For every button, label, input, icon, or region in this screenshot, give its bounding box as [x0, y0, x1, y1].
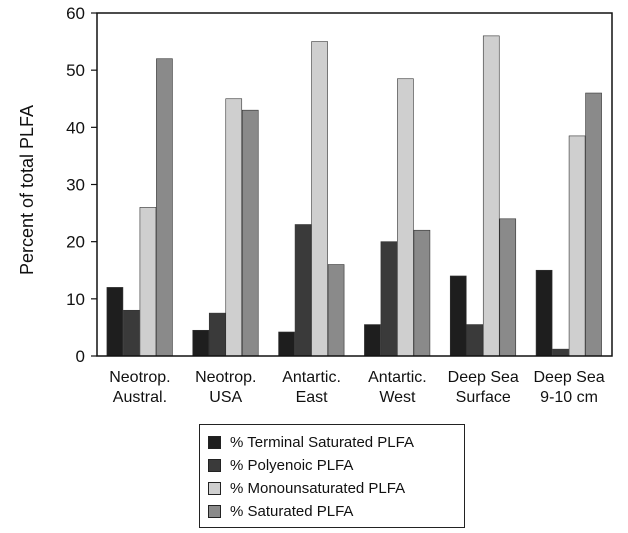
x-category-label-line-0-0: Neotrop.	[109, 369, 170, 386]
legend-item-0: % Terminal Saturated PLFA	[208, 431, 456, 454]
bars	[106, 35, 602, 357]
y-tick-label-4: 40	[66, 118, 85, 137]
x-category-label-line-2-1: East	[296, 389, 329, 406]
bar-4-1	[466, 324, 484, 357]
legend-swatch-0	[208, 436, 221, 449]
bar-0-3	[156, 58, 173, 357]
bar-0-2	[139, 207, 157, 357]
bar-3-3	[413, 229, 431, 357]
bar-1-2	[225, 98, 243, 357]
bar-2-3	[327, 264, 345, 357]
legend-label-2: % Monounsaturated PLFA	[230, 480, 406, 497]
y-tick-label-6: 60	[66, 4, 85, 23]
x-axis-labels: Neotrop. Austral. Neotrop. USA Antartic. East…	[109, 369, 605, 406]
x-category-label-line-5-1: 9-10 cm	[540, 389, 598, 406]
x-category-label-line-3-1: West	[379, 389, 416, 406]
bar-0-1	[123, 309, 140, 357]
legend-item-3: % Saturated PLFA	[208, 500, 456, 523]
bar-4-3	[499, 218, 517, 357]
bar-3-2	[397, 78, 414, 357]
x-category-label-1: Neotrop. USA	[195, 369, 256, 406]
legend-swatch-3	[208, 505, 221, 518]
legend-swatch-1	[208, 459, 221, 472]
bar-1-3	[241, 109, 259, 357]
bar-5-0	[535, 269, 553, 357]
bar-5-2	[568, 135, 586, 357]
legend-swatch-2	[208, 482, 221, 495]
bar-3-1	[380, 241, 398, 357]
bar-0-0	[106, 287, 124, 357]
x-category-label-2: Antartic. East	[282, 369, 341, 406]
bar-1-1	[208, 312, 226, 357]
x-category-label-line-1-1: USA	[209, 389, 242, 406]
legend: % Terminal Saturated PLFA % Polyenoic PLF…	[199, 424, 465, 528]
bar-2-2	[311, 41, 328, 357]
x-category-label-3: Antartic. West	[368, 369, 427, 406]
x-category-label-line-2-0: Antartic.	[282, 369, 341, 386]
legend-label-0: % Terminal Saturated PLFA	[230, 434, 414, 451]
bar-1-0	[192, 329, 210, 357]
y-tick-label-5: 50	[66, 61, 85, 80]
x-category-label-line-4-1: Surface	[456, 389, 511, 406]
x-category-label-4: Deep Sea Surface	[448, 369, 519, 406]
legend-item-1: % Polyenoic PLFA	[208, 454, 456, 477]
x-category-label-5: Deep Sea 9-10 cm	[533, 369, 604, 406]
legend-label-3: % Saturated PLFA	[230, 503, 354, 520]
y-axis-title: Percent of total PLFA	[17, 105, 37, 275]
y-tick-label-2: 20	[66, 233, 85, 252]
bar-5-3	[585, 92, 602, 357]
y-tick-label-3: 30	[66, 176, 85, 195]
plot-area	[96, 12, 613, 357]
x-category-label-line-3-0: Antartic.	[368, 369, 427, 386]
x-category-label-line-5-0: Deep Sea	[533, 369, 604, 386]
bar-2-1	[294, 224, 312, 357]
bar-3-0	[364, 324, 381, 357]
bar-4-0	[449, 275, 467, 357]
x-category-label-line-4-0: Deep Sea	[448, 369, 519, 386]
y-axis-ticks: 0 10 20 30 40 50 60	[66, 4, 97, 366]
x-category-label-0: Neotrop. Austral.	[109, 369, 170, 406]
bar-2-0	[278, 331, 295, 357]
y-tick-label-1: 10	[66, 290, 85, 309]
y-tick-label-0: 0	[76, 347, 85, 366]
legend-item-2: % Monounsaturated PLFA	[208, 477, 456, 500]
x-category-label-line-0-1: Austral.	[113, 389, 167, 406]
x-category-label-line-1-0: Neotrop.	[195, 369, 256, 386]
bar-chart: 0 10 20 30 40 50 60 Neotrop. Austral. Neotrop. US…	[17, 4, 613, 406]
bar-4-2	[482, 35, 500, 357]
legend-label-1: % Polyenoic PLFA	[230, 457, 354, 474]
bar-5-1	[552, 348, 569, 357]
